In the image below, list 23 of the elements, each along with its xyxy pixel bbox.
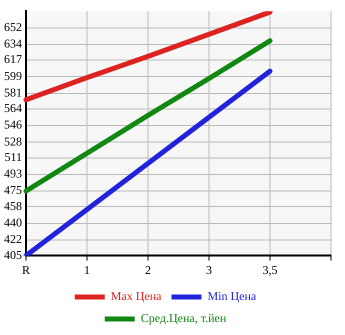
y-tick-label: 511 xyxy=(4,150,22,164)
y-tick-label: 634 xyxy=(4,36,22,51)
y-tick-label: 440 xyxy=(4,215,22,230)
legend-label: Сред.Цена, т.йен xyxy=(140,311,227,326)
legend-label: Max Цена xyxy=(110,289,162,304)
legend-label: Min Цена xyxy=(207,289,257,304)
x-tick-label: 3 xyxy=(206,262,212,277)
y-tick-label: 475 xyxy=(4,183,22,198)
x-tick-label: 2 xyxy=(145,262,151,277)
x-tick-label: R xyxy=(22,262,30,277)
y-tick-label: 493 xyxy=(4,166,22,181)
y-tick-label: 599 xyxy=(4,68,22,83)
y-tick-label: 617 xyxy=(4,52,22,66)
y-tick-label: 546 xyxy=(4,118,22,132)
y-tick-label: 405 xyxy=(4,248,22,262)
y-tick-label: 564 xyxy=(4,101,22,116)
y-tick-label: 652 xyxy=(4,20,22,34)
y-tick-label: 458 xyxy=(4,198,22,213)
y-tick-label: 581 xyxy=(4,85,22,100)
x-tick-label: 1 xyxy=(84,262,90,277)
y-tick-label: 422 xyxy=(4,232,22,246)
x-tick-label: 3,5 xyxy=(262,262,278,277)
y-tick-label: 528 xyxy=(4,134,22,148)
